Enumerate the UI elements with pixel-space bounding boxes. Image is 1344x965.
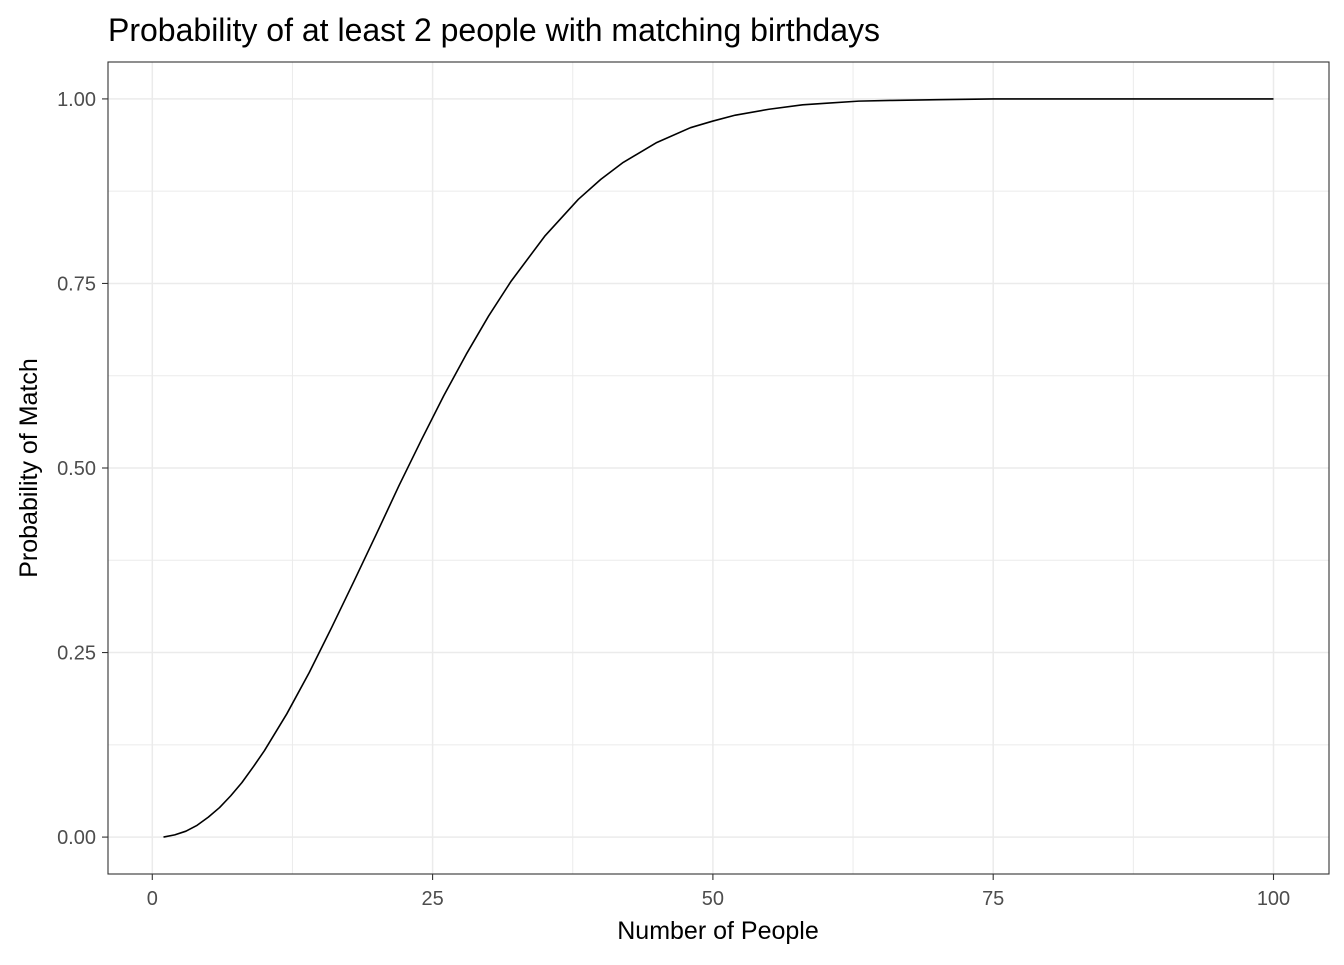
- major-gridlines: [108, 62, 1329, 874]
- x-axis-ticks: 0 25 50 75 100: [147, 874, 1290, 910]
- y-tick-label: 0.25: [57, 643, 96, 665]
- chart-title: Probability of at least 2 people with ma…: [108, 12, 880, 48]
- y-tick-label: 1.00: [57, 89, 96, 111]
- y-tick-label: 0.75: [57, 273, 96, 295]
- minor-gridlines: [108, 62, 1329, 874]
- x-tick-label: 100: [1257, 888, 1290, 910]
- series-line: [163, 98, 1274, 838]
- x-tick-label: 75: [982, 888, 1004, 910]
- x-axis-title: Number of People: [617, 917, 819, 945]
- y-axis-ticks: 0.00 0.25 0.50 0.75 1.00: [57, 89, 108, 849]
- y-axis-title: Probability of Match: [15, 358, 43, 578]
- series-layer: [163, 98, 1274, 838]
- y-tick-label: 0.00: [57, 827, 96, 849]
- x-tick-label: 50: [702, 888, 724, 910]
- x-tick-label: 25: [421, 888, 443, 910]
- y-tick-label: 0.50: [57, 458, 96, 480]
- x-tick-label: 0: [147, 888, 158, 910]
